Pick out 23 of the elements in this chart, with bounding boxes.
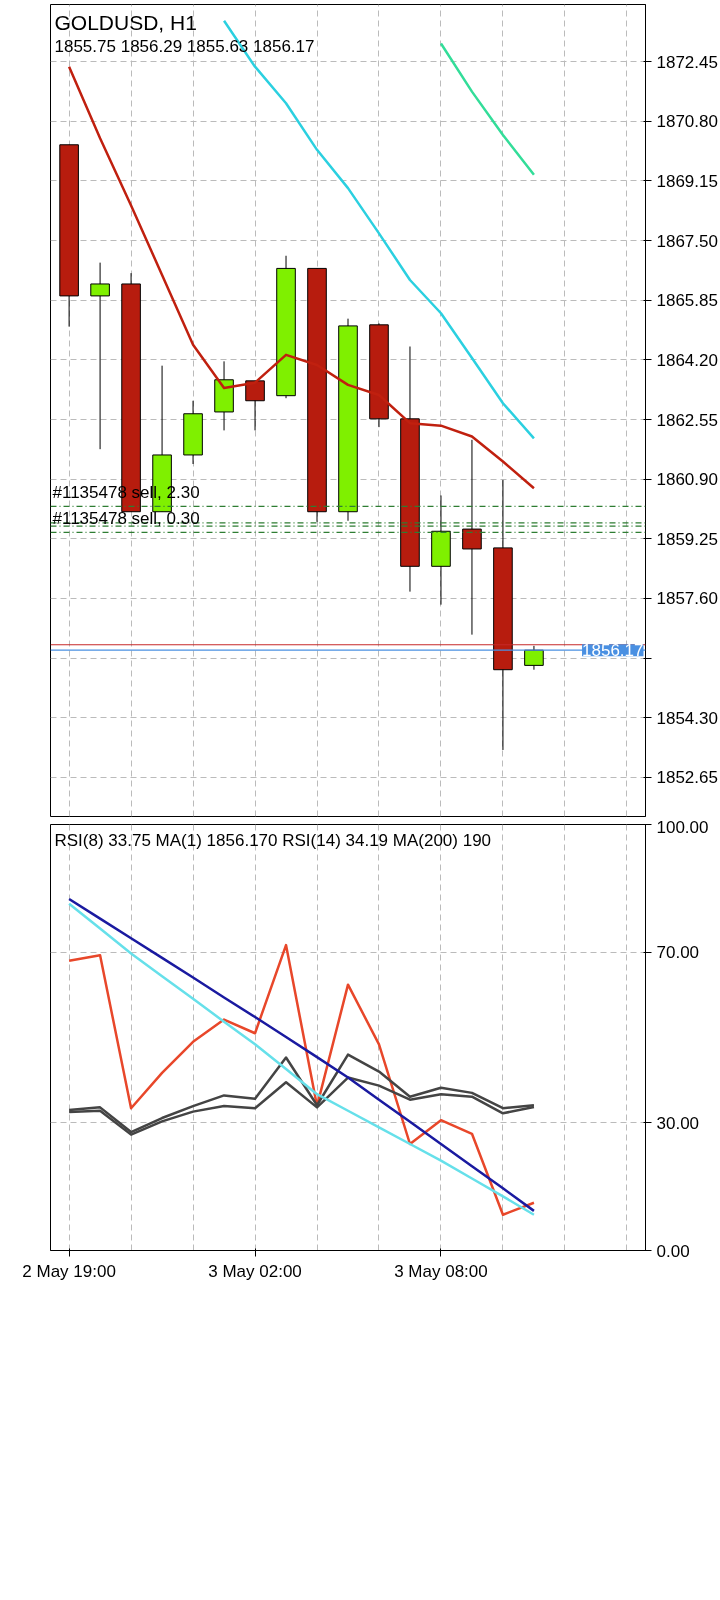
ref-line-label: #1135478 sell, 0.30 [52, 509, 200, 529]
y-tick-label: 1870.80 [656, 112, 718, 132]
y-tick-label: 1872.45 [656, 52, 718, 72]
x-tick-label: 2 May 19:00 [22, 1261, 116, 1281]
x-tick-label: 3 May 02:00 [208, 1261, 302, 1281]
chart-title: GOLDUSD, H1 [54, 10, 197, 34]
y-tick-label: 1860.90 [656, 470, 718, 490]
ref-line-label: 1856.17 [582, 641, 644, 661]
y-tick-label: 70.00 [656, 943, 700, 963]
y-tick-label: 1857.60 [656, 589, 718, 609]
x-tick-label: 3 May 08:00 [394, 1261, 488, 1281]
y-tick-label: 100.00 [656, 817, 709, 837]
y-tick-label: 1864.20 [656, 350, 718, 370]
y-tick-label: 1865.85 [656, 291, 718, 311]
y-tick-label: 1869.15 [656, 171, 718, 191]
y-tick-label: 1854.30 [656, 708, 718, 728]
chart-title: RSI(8) 33.75 MA(1) 1856.170 RSI(14) 34.19 MA(200) 190 [54, 830, 492, 850]
y-tick-label: 1867.50 [656, 231, 718, 251]
y-tick-label: 30.00 [656, 1113, 700, 1133]
y-tick-label: 1862.55 [656, 410, 718, 430]
y-tick-label: 0.00 [656, 1241, 690, 1261]
y-tick-label: 1859.25 [656, 529, 718, 549]
y-tick-label: 1852.65 [656, 768, 718, 788]
